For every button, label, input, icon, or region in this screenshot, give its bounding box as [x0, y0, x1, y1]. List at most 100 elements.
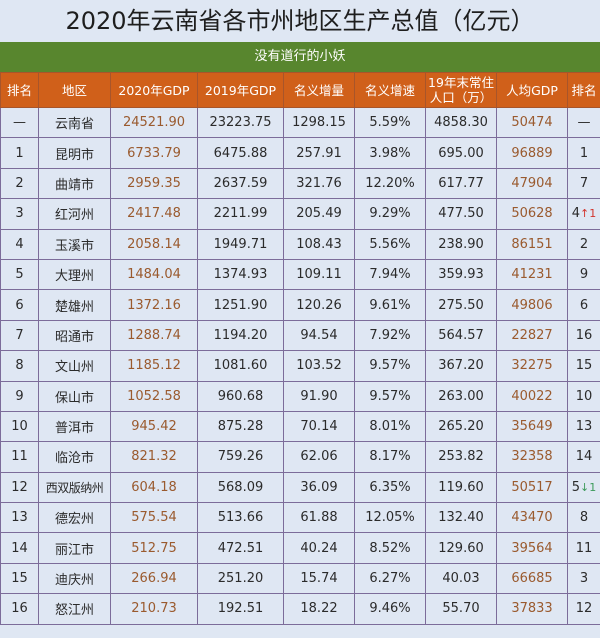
- cell-gdp-2019: 2211.99: [197, 198, 284, 230]
- per-capita-rank-value: 2: [579, 236, 589, 252]
- per-capita-rank-value: 13: [575, 419, 593, 435]
- cell-nominal-increase: 61.88: [283, 502, 355, 534]
- cell-population: 129.60: [425, 532, 497, 564]
- cell-population: 253.82: [425, 441, 497, 473]
- per-capita-rank-value: 14: [575, 449, 593, 465]
- cell-region: 丽江市: [38, 532, 111, 564]
- cell-per-capita-gdp: 41231: [496, 258, 568, 291]
- cell-gdp-2020: 266.94: [110, 562, 198, 595]
- cell-rank: 12: [0, 471, 39, 504]
- cell-per-capita-gdp: 66685: [496, 562, 568, 595]
- cell-region: 昭通市: [38, 319, 111, 352]
- cell-gdp-2020: 1288.74: [110, 319, 198, 352]
- cell-per-capita-gdp: 37833: [496, 593, 568, 625]
- cell-per-capita-gdp: 35649: [496, 410, 568, 443]
- table-row: 11 临沧市 821.32 759.26 62.06 8.17% 253.82 32358 14: [0, 441, 600, 473]
- cell-rank: 1: [0, 137, 39, 169]
- table-row: 7 昭通市 1288.74 1194.20 94.54 7.92% 564.57 22827 1…: [0, 319, 600, 352]
- table-row: 1 昆明市 6733.79 6475.88 257.91 3.98% 695.00 96889…: [0, 137, 600, 169]
- cell-gdp-2020: 1372.16: [110, 289, 198, 321]
- table-row: 2 曲靖市 2959.35 2637.59 321.76 12.20% 617.77 4790…: [0, 167, 600, 200]
- cell-nominal-growth: 9.57%: [354, 380, 426, 412]
- table-body: — 云南省 24521.90 23223.75 1298.15 5.59% 4858.30 5…: [0, 106, 600, 625]
- cell-per-capita-gdp: 40022: [496, 380, 568, 412]
- cell-nominal-increase: 91.90: [283, 380, 355, 412]
- cell-per-capita-rank: 4↑1: [567, 198, 600, 230]
- cell-region: 迪庆州: [38, 562, 111, 595]
- per-capita-rank-value: 11: [575, 540, 593, 556]
- cell-gdp-2019: 960.68: [197, 380, 284, 412]
- cell-gdp-2020: 210.73: [110, 593, 198, 625]
- cell-per-capita-gdp: 50474: [496, 106, 568, 139]
- cell-nominal-growth: 7.92%: [354, 319, 426, 352]
- cell-nominal-growth: 8.01%: [354, 410, 426, 443]
- header-population: 19年末常住 人口（万）: [425, 72, 497, 108]
- header-per-capita-rank: 排名: [567, 72, 600, 108]
- cell-per-capita-rank: 2: [567, 228, 600, 260]
- cell-nominal-increase: 94.54: [283, 319, 355, 352]
- cell-nominal-increase: 321.76: [283, 167, 355, 200]
- cell-rank: 14: [0, 532, 39, 564]
- cell-population: 40.03: [425, 562, 497, 595]
- header-nominal-growth: 名义增速: [354, 72, 426, 108]
- cell-region: 西双版纳州: [38, 471, 111, 504]
- cell-region: 玉溪市: [38, 228, 111, 260]
- cell-nominal-growth: 9.29%: [354, 198, 426, 230]
- per-capita-rank-value: 12: [575, 601, 593, 617]
- table-row: 12 西双版纳州 604.18 568.09 36.09 6.35% 119.60 50517…: [0, 471, 600, 504]
- cell-per-capita-gdp: 50517: [496, 471, 568, 504]
- cell-gdp-2019: 875.28: [197, 410, 284, 443]
- table-row: 16 怒江州 210.73 192.51 18.22 9.46% 55.70 37833 12: [0, 593, 600, 625]
- cell-nominal-increase: 109.11: [283, 258, 355, 291]
- cell-per-capita-gdp: 22827: [496, 319, 568, 352]
- cell-nominal-increase: 15.74: [283, 562, 355, 595]
- cell-nominal-growth: 9.46%: [354, 593, 426, 625]
- cell-gdp-2020: 512.75: [110, 532, 198, 564]
- header-gdp-2020: 2020年GDP: [110, 72, 198, 108]
- per-capita-rank-value: 6: [579, 297, 589, 313]
- cell-rank: 10: [0, 410, 39, 443]
- cell-gdp-2019: 759.26: [197, 441, 284, 473]
- per-capita-rank-value: 9: [579, 267, 589, 283]
- cell-region: 保山市: [38, 380, 111, 412]
- cell-gdp-2019: 1949.71: [197, 228, 284, 260]
- cell-per-capita-gdp: 32358: [496, 441, 568, 473]
- cell-region: 云南省: [38, 106, 111, 139]
- cell-population: 359.93: [425, 258, 497, 291]
- cell-per-capita-rank: 10: [567, 380, 600, 412]
- cell-nominal-growth: 3.98%: [354, 137, 426, 169]
- per-capita-rank-value: 1: [579, 145, 589, 161]
- table-header-row: 排名 地区 2020年GDP 2019年GDP 名义增量 名义增速 19年末常住…: [0, 72, 600, 108]
- table-row: 5 大理州 1484.04 1374.93 109.11 7.94% 359.93 41231…: [0, 258, 600, 291]
- cell-nominal-growth: 9.61%: [354, 289, 426, 321]
- cell-nominal-increase: 108.43: [283, 228, 355, 260]
- cell-rank: 8: [0, 350, 39, 382]
- cell-population: 132.40: [425, 502, 497, 534]
- cell-gdp-2019: 472.51: [197, 532, 284, 564]
- cell-per-capita-rank: 3: [567, 562, 600, 595]
- table-row: 4 玉溪市 2058.14 1949.71 108.43 5.56% 238.90 86151…: [0, 228, 600, 260]
- cell-population: 263.00: [425, 380, 497, 412]
- cell-population: 564.57: [425, 319, 497, 352]
- table-row: 3 红河州 2417.48 2211.99 205.49 9.29% 477.50 50628…: [0, 198, 600, 230]
- cell-nominal-growth: 8.52%: [354, 532, 426, 564]
- cell-population: 238.90: [425, 228, 497, 260]
- cell-population: 367.20: [425, 350, 497, 382]
- cell-rank: 15: [0, 562, 39, 595]
- cell-nominal-growth: 5.59%: [354, 106, 426, 139]
- cell-gdp-2019: 568.09: [197, 471, 284, 504]
- cell-per-capita-rank: 8: [567, 502, 600, 534]
- cell-gdp-2020: 6733.79: [110, 137, 198, 169]
- cell-gdp-2019: 513.66: [197, 502, 284, 534]
- header-nominal-increase: 名义增量: [283, 72, 355, 108]
- cell-rank: 2: [0, 167, 39, 200]
- cell-nominal-growth: 6.27%: [354, 562, 426, 595]
- cell-per-capita-rank: 15: [567, 350, 600, 382]
- cell-rank: 7: [0, 319, 39, 352]
- cell-rank: 6: [0, 289, 39, 321]
- cell-per-capita-gdp: 86151: [496, 228, 568, 260]
- rank-up-arrow-icon: ↑1: [580, 207, 597, 221]
- cell-per-capita-rank: 16: [567, 319, 600, 352]
- cell-region: 临沧市: [38, 441, 111, 473]
